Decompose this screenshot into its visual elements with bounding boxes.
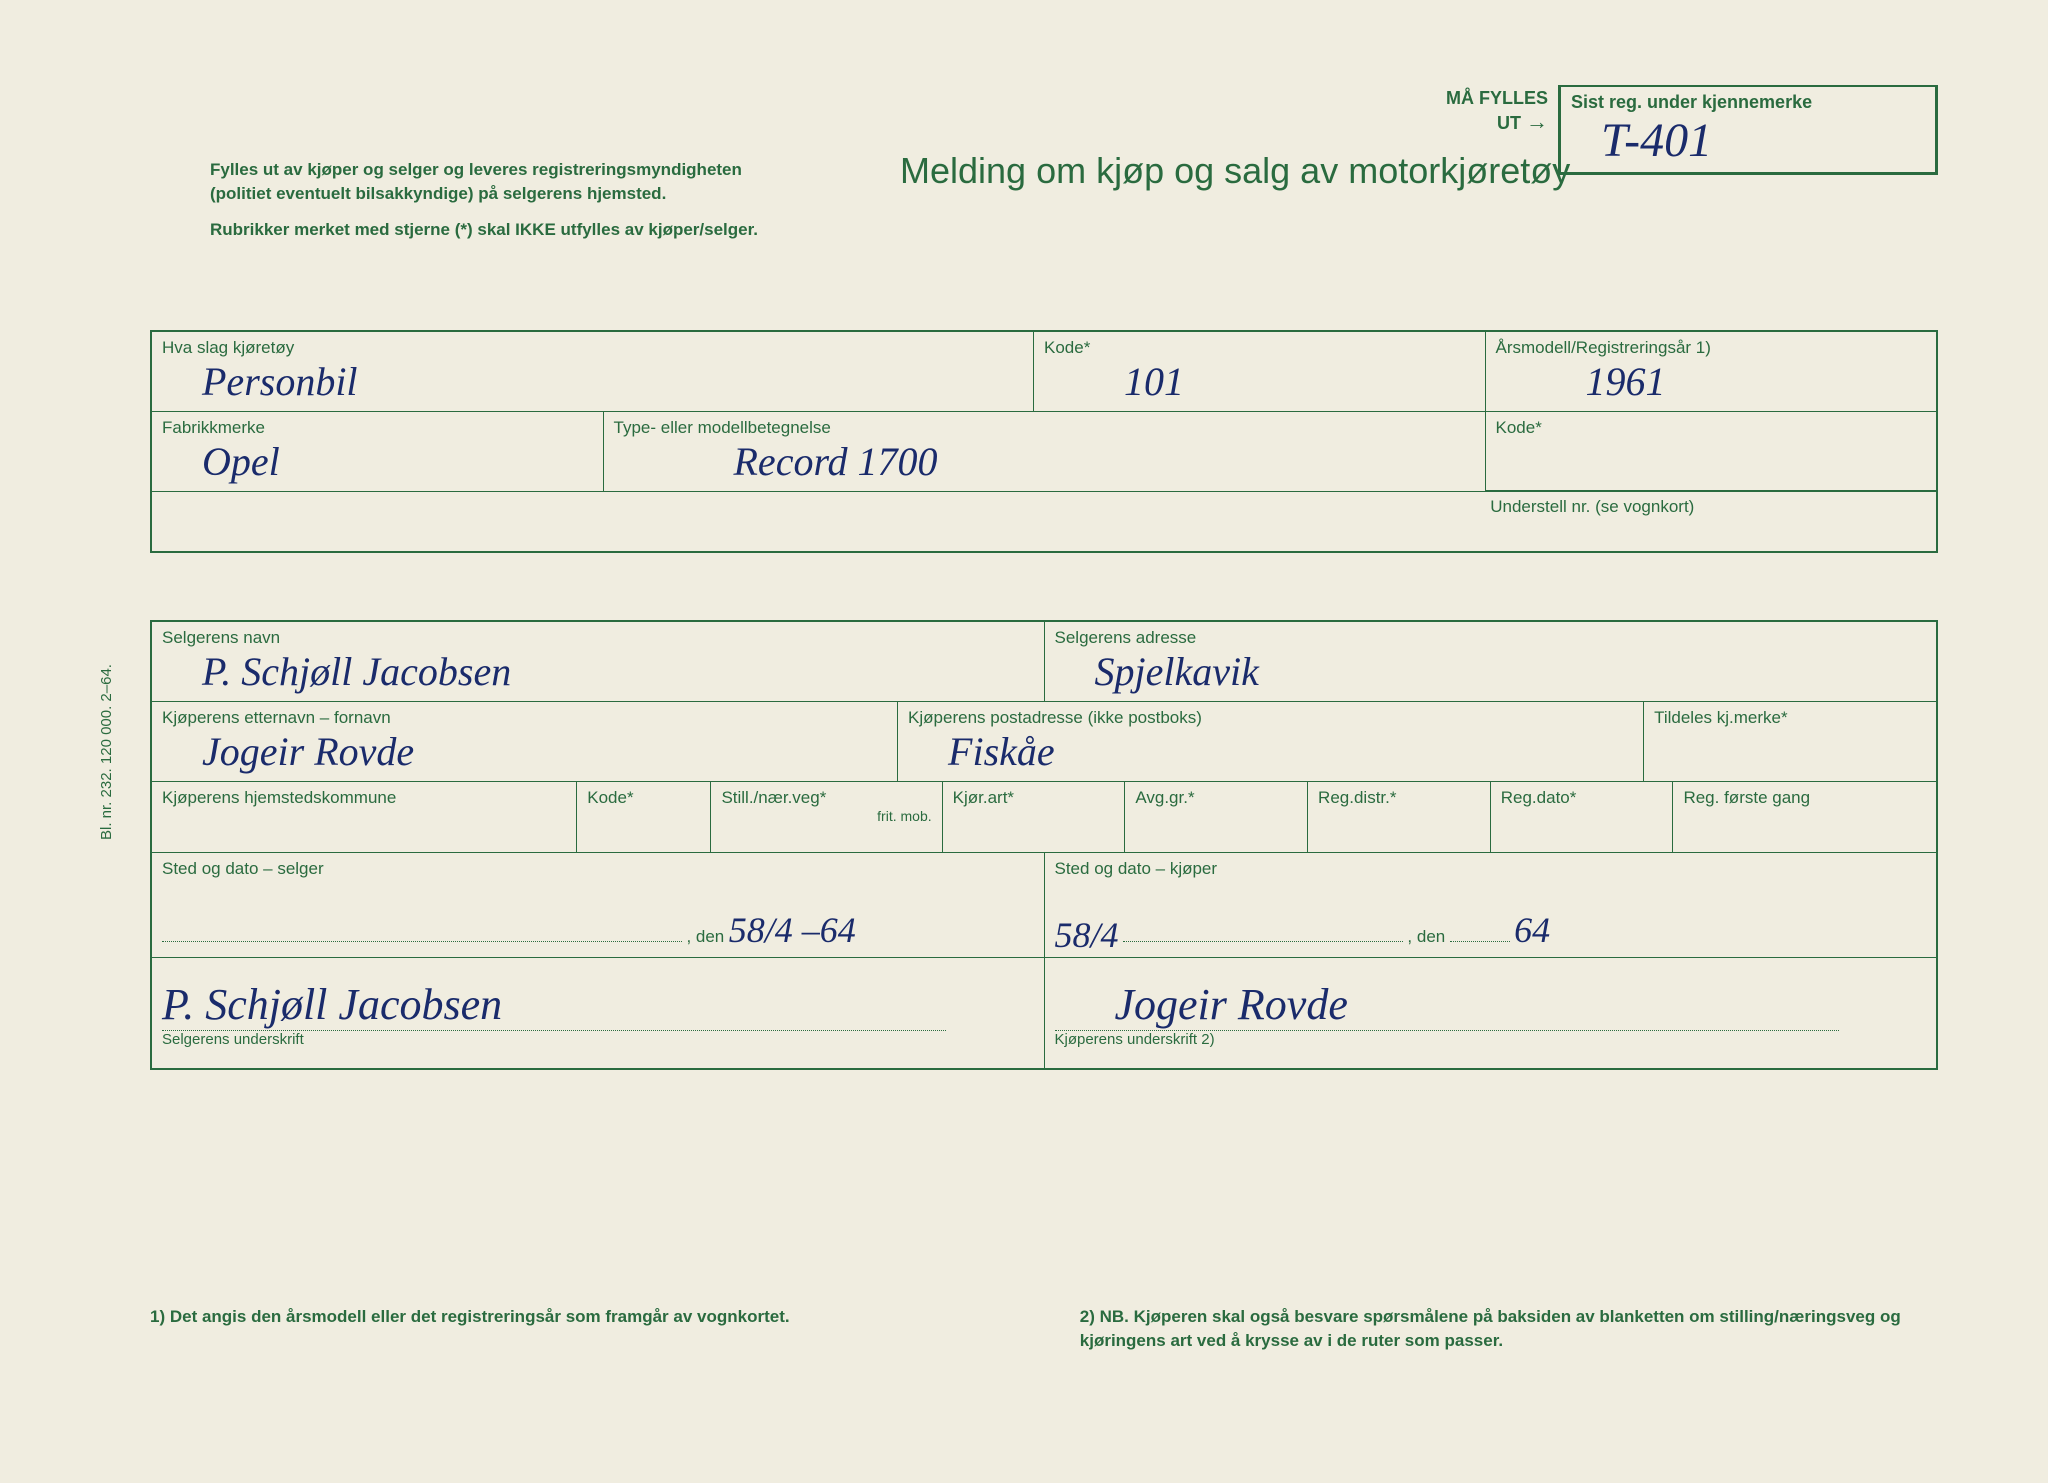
selger-adresse-cell: Selgerens adresse Spjelkavik	[1045, 622, 1937, 701]
footnote-1: 1) Det angis den årsmodell eller det reg…	[150, 1305, 1008, 1353]
avggr-cell: Avg.gr.*	[1125, 782, 1308, 852]
regdato-cell: Reg.dato*	[1491, 782, 1674, 852]
type-label: Type- eller modellbetegnelse	[614, 418, 1475, 438]
selger-signatur: P. Schjøll Jacobsen	[162, 964, 946, 1031]
kode1-label: Kode*	[1044, 338, 1475, 358]
kjoretoy-cell: Hva slag kjøretøy Personbil	[152, 332, 1034, 411]
signature-row: P. Schjøll Jacobsen Selgerens underskrif…	[152, 958, 1936, 1068]
sted-selger-cell: Sted og dato – selger , den 58/4 –64	[152, 853, 1045, 957]
tildeles-cell: Tildeles kj.merke*	[1644, 702, 1936, 781]
kode2-cell: Kode*	[1486, 412, 1937, 491]
frit-mob-label: frit. mob.	[721, 808, 931, 824]
arsmodell-cell: Årsmodell/Registreringsår 1) 1961	[1486, 332, 1937, 411]
arsmodell-label: Årsmodell/Registreringsår 1)	[1496, 338, 1927, 358]
vehicle-row3: Understell nr. (se vognkort)	[152, 491, 1936, 551]
selger-navn-cell: Selgerens navn P. Schjøll Jacobsen	[152, 622, 1045, 701]
kjoper-navn-value: Jogeir Rovde	[162, 729, 414, 774]
regdistr-cell: Reg.distr.*	[1308, 782, 1491, 852]
kjennemerke-box: Sist reg. under kjennemerke T-401	[1558, 85, 1938, 175]
kjoper-adresse-cell: Kjøperens postadresse (ikke postboks) Fi…	[898, 702, 1644, 781]
selger-adresse-label: Selgerens adresse	[1055, 628, 1927, 648]
dotted-line-3	[1450, 917, 1510, 942]
kommune-cell: Kjøperens hjemstedskommune	[152, 782, 577, 852]
selger-navn-value: P. Schjøll Jacobsen	[162, 649, 511, 694]
den-label-1: , den	[686, 927, 724, 946]
type-cell: Type- eller modellbetegnelse Record 1700	[604, 412, 1486, 491]
regforste-cell: Reg. første gang	[1673, 782, 1936, 852]
instructions-line1: Fylles ut av kjøper og selger og leveres…	[210, 158, 780, 206]
kjorart-cell: Kjør.art*	[943, 782, 1126, 852]
footnotes-block: 1) Det angis den årsmodell eller det reg…	[150, 1305, 1938, 1353]
kode2-label: Kode*	[1496, 418, 1927, 438]
ma-fylles-text: MÅ FYLLES	[1446, 88, 1548, 108]
dato-selger-value: 58/4 –64	[729, 910, 856, 950]
understell-cell: Understell nr. (se vognkort)	[1480, 491, 1936, 551]
ut-text: UT	[1497, 113, 1521, 133]
vehicle-table: Hva slag kjøretøy Personbil Kode* 101 År…	[150, 330, 1938, 553]
ma-fylles-label: MÅ FYLLES UT →	[1446, 88, 1548, 135]
form-page: MÅ FYLLES UT → Sist reg. under kjennemer…	[50, 50, 1998, 1433]
instructions-line2: Rubrikker merket med stjerne (*) skal IK…	[210, 218, 780, 242]
arrow-icon: →	[1526, 109, 1548, 134]
type-value: Record 1700	[614, 439, 938, 484]
form-title: Melding om kjøp og salg av motorkjøretøy	[900, 150, 1570, 192]
dato-kjoper-value1: 58/4	[1055, 915, 1119, 955]
fabrikkmerke-label: Fabrikkmerke	[162, 418, 593, 438]
kommune-label: Kjøperens hjemstedskommune	[162, 788, 566, 808]
vehicle-row1: Hva slag kjøretøy Personbil Kode* 101 År…	[152, 332, 1936, 412]
kjorart-label: Kjør.art*	[953, 788, 1115, 808]
dotted-line	[162, 917, 682, 942]
dato-kjoper-value2: 64	[1514, 910, 1550, 950]
kode3-label: Kode*	[587, 788, 700, 808]
buyer-row: Kjøperens etternavn – fornavn Jogeir Rov…	[152, 702, 1936, 782]
regdato-label: Reg.dato*	[1501, 788, 1663, 808]
kjoper-adresse-value: Fiskåe	[908, 729, 1055, 774]
kjoper-adresse-label: Kjøperens postadresse (ikke postboks)	[908, 708, 1633, 728]
kjennemerke-label: Sist reg. under kjennemerke	[1571, 92, 1925, 113]
footnote-2: 2) NB. Kjøperen skal også besvare spørsm…	[1080, 1305, 1938, 1353]
kode3-cell: Kode*	[577, 782, 711, 852]
fabrikkmerke-cell: Fabrikkmerke Opel	[152, 412, 604, 491]
avggr-label: Avg.gr.*	[1135, 788, 1297, 808]
still-label: Still./nær.veg*	[721, 788, 931, 808]
kjoper-signatur: Jogeir Rovde	[1055, 964, 1839, 1031]
document-page: MÅ FYLLES UT → Sist reg. under kjennemer…	[0, 0, 2048, 1483]
kjoretoy-label: Hva slag kjøretøy	[162, 338, 1023, 358]
date-row: Sted og dato – selger , den 58/4 –64 Ste…	[152, 853, 1936, 958]
fabrikkmerke-value: Opel	[162, 439, 280, 484]
kjoper-navn-label: Kjøperens etternavn – fornavn	[162, 708, 887, 728]
kjoretoy-value: Personbil	[162, 359, 358, 404]
kjoper-signatur-cell: Jogeir Rovde Kjøperens underskrift 2)	[1045, 958, 1937, 1068]
kjennemerke-value: T-401	[1571, 113, 1925, 168]
form-number-text: Bl. nr. 232. 120 000. 2–64.	[98, 664, 115, 840]
sted-kjoper-label: Sted og dato – kjøper	[1055, 859, 1927, 879]
understell-label: Understell nr. (se vognkort)	[1490, 497, 1926, 517]
dotted-line-2	[1123, 917, 1403, 942]
den-label-2: , den	[1407, 927, 1445, 946]
regforste-label: Reg. første gang	[1683, 788, 1926, 808]
selger-signatur-cell: P. Schjøll Jacobsen Selgerens underskrif…	[152, 958, 1045, 1068]
kode1-value: 101	[1044, 359, 1184, 404]
kode1-cell: Kode* 101	[1034, 332, 1486, 411]
tildeles-label: Tildeles kj.merke*	[1654, 708, 1926, 728]
regdistr-label: Reg.distr.*	[1318, 788, 1480, 808]
selger-underskrift-label: Selgerens underskrift	[162, 1031, 1034, 1048]
arsmodell-value: 1961	[1496, 359, 1666, 404]
selger-navn-label: Selgerens navn	[162, 628, 1034, 648]
seller-row: Selgerens navn P. Schjøll Jacobsen Selge…	[152, 622, 1936, 702]
details-row: Kjøperens hjemstedskommune Kode* Still./…	[152, 782, 1936, 853]
still-cell: Still./nær.veg* frit. mob.	[711, 782, 942, 852]
sted-selger-label: Sted og dato – selger	[162, 859, 1034, 879]
kjoper-navn-cell: Kjøperens etternavn – fornavn Jogeir Rov…	[152, 702, 898, 781]
kjoper-underskrift-label: Kjøperens underskrift 2)	[1055, 1031, 1927, 1048]
selger-adresse-value: Spjelkavik	[1055, 649, 1259, 694]
instructions-block: Fylles ut av kjøper og selger og leveres…	[210, 158, 780, 241]
sted-kjoper-cell: Sted og dato – kjøper 58/4 , den 64	[1045, 853, 1937, 957]
parties-table: Selgerens navn P. Schjøll Jacobsen Selge…	[150, 620, 1938, 1070]
vehicle-row2: Fabrikkmerke Opel Type- eller modellbete…	[152, 412, 1936, 492]
